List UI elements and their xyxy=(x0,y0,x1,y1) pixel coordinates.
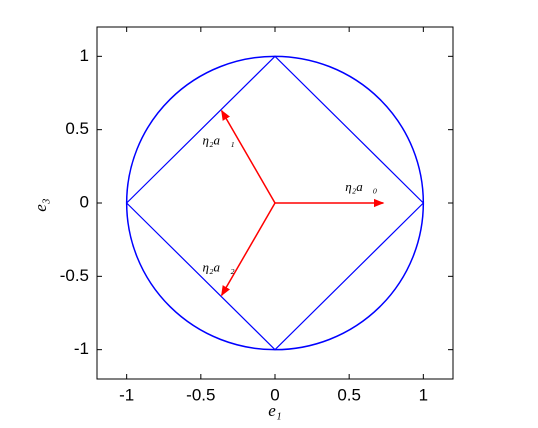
arrow-label: η₂a⃗₁ xyxy=(203,133,235,148)
y-tick-label: -0.5 xyxy=(60,266,89,285)
arrow xyxy=(220,202,276,297)
x-tick-label: 1 xyxy=(419,385,428,404)
x-axis-label: e₁ xyxy=(268,401,281,420)
y-tick-label: -1 xyxy=(74,339,89,358)
x-tick-label: 0.5 xyxy=(337,385,361,404)
polygon xyxy=(125,55,424,351)
arrow xyxy=(220,109,276,204)
arrow-label: η₂a⃗₂ xyxy=(203,259,236,274)
x-tick-label: -1 xyxy=(119,385,134,404)
x-tick-label: -0.5 xyxy=(186,385,215,404)
x-tick-label: 0 xyxy=(270,385,279,404)
y-axis-label: e₃ xyxy=(31,198,50,212)
y-tick-label: 0.5 xyxy=(65,119,89,138)
arrow-label: η₂a⃗₀ xyxy=(345,179,377,194)
y-tick-label: 0 xyxy=(80,192,89,211)
y-tick-label: 1 xyxy=(80,46,89,65)
